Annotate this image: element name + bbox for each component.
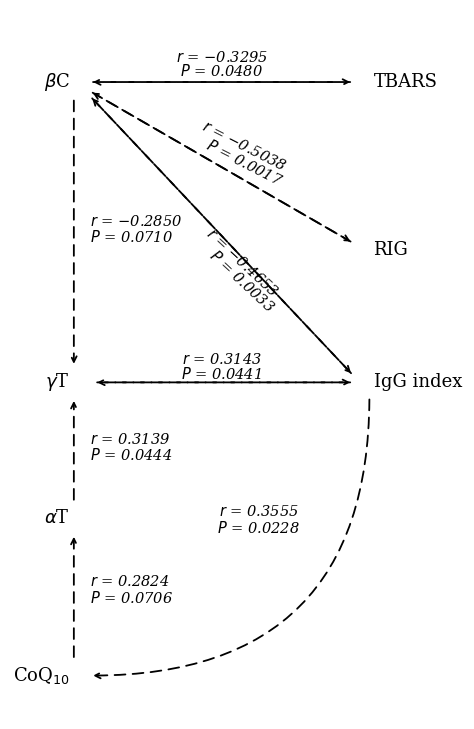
Text: IgG index: IgG index [374,373,462,391]
Text: TBARS: TBARS [374,73,438,91]
Text: $r$ = −0.3295: $r$ = −0.3295 [176,50,267,64]
Text: $r$ = −0.4653: $r$ = −0.4653 [203,226,281,300]
Text: RIG: RIG [374,241,408,259]
Text: $P$ = 0.0706: $P$ = 0.0706 [90,590,173,606]
Text: $P$ = 0.0228: $P$ = 0.0228 [217,520,300,536]
Text: $r$ = 0.3143: $r$ = 0.3143 [182,352,262,367]
Text: $P$ = 0.0480: $P$ = 0.0480 [180,63,263,79]
Text: $\beta$C: $\beta$C [44,71,70,93]
Text: $r$ = 0.2824: $r$ = 0.2824 [90,574,170,589]
Text: $\gamma$T: $\gamma$T [46,371,70,394]
Text: $P$ = 0.0710: $P$ = 0.0710 [90,229,173,245]
Text: $r$ = 0.3555: $r$ = 0.3555 [219,504,299,518]
Text: CoQ$_{10}$: CoQ$_{10}$ [13,665,70,686]
Text: $r$ = 0.3139: $r$ = 0.3139 [90,432,171,447]
Text: $P$ = 0.0033: $P$ = 0.0033 [206,247,278,316]
Text: $P$ = 0.0017: $P$ = 0.0017 [203,137,285,189]
Text: $\alpha$T: $\alpha$T [44,510,70,527]
Text: $r$ = −0.5038: $r$ = −0.5038 [200,118,289,174]
Text: $r$ = −0.2850: $r$ = −0.2850 [90,214,182,229]
Text: $P$ = 0.0444: $P$ = 0.0444 [90,448,173,464]
Text: $P$ = 0.0441: $P$ = 0.0441 [181,366,262,382]
